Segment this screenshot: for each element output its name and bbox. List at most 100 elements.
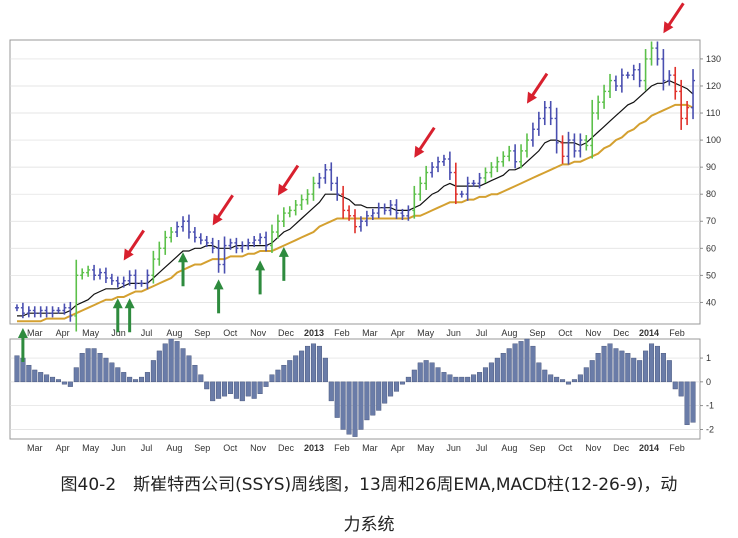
macd-histogram-bar bbox=[67, 381, 73, 387]
price-bar bbox=[347, 205, 352, 221]
macd-x-tick-label: Feb bbox=[334, 443, 350, 453]
price-bar bbox=[222, 236, 227, 274]
macd-histogram-bar bbox=[103, 357, 109, 383]
macd-histogram-bar bbox=[405, 376, 411, 383]
macd-histogram-bar bbox=[251, 381, 257, 399]
price-bar bbox=[97, 268, 102, 280]
buy-signal-arrow bbox=[112, 298, 123, 333]
price-bar bbox=[275, 214, 280, 239]
price-bar bbox=[14, 304, 19, 312]
macd-x-tick-label: Aug bbox=[501, 443, 517, 453]
macd-histogram-bar bbox=[518, 341, 524, 383]
price-bar bbox=[536, 111, 541, 136]
macd-x-tick-label: Oct bbox=[558, 443, 573, 453]
red-arrow-shaft bbox=[529, 72, 549, 99]
sell-signal-arrow bbox=[212, 194, 234, 226]
macd-histogram-bar bbox=[382, 381, 388, 404]
price-bar bbox=[655, 41, 660, 66]
red-arrow-head bbox=[414, 145, 425, 158]
price-bar bbox=[631, 64, 636, 81]
macd-histogram-bar bbox=[26, 364, 32, 383]
macd-histogram-bar bbox=[168, 338, 174, 383]
red-arrow-shaft bbox=[666, 2, 685, 29]
macd-histogram-bar bbox=[542, 369, 548, 383]
macd-histogram-bar bbox=[649, 343, 655, 383]
buy-signal-arrow bbox=[17, 328, 28, 362]
sell-signal-arrow bbox=[663, 2, 685, 34]
macd-histogram-bar bbox=[334, 381, 340, 418]
macd-histogram-bar bbox=[583, 367, 589, 383]
macd-histogram-bar bbox=[85, 348, 91, 383]
sell-signal-arrow bbox=[414, 126, 436, 158]
price-x-tick-label: Feb bbox=[669, 328, 685, 338]
macd-x-tick-label: Sep bbox=[194, 443, 210, 453]
price-bar bbox=[548, 100, 553, 126]
price-bar bbox=[252, 235, 257, 248]
price-bar bbox=[584, 135, 589, 151]
macd-y-axis: 1 0 -1 -2 bbox=[700, 353, 714, 434]
macd-histogram-bar bbox=[465, 376, 471, 383]
red-arrow-shaft bbox=[417, 126, 436, 153]
price-x-tick-label: Mar bbox=[362, 328, 378, 338]
macd-histogram-bar bbox=[227, 381, 233, 394]
price-bar bbox=[477, 172, 482, 189]
price-x-tick-label: Jul bbox=[476, 328, 488, 338]
macd-histogram-bar bbox=[601, 345, 607, 383]
macd-histogram-bar bbox=[500, 353, 506, 383]
macd-histogram-bar bbox=[654, 345, 660, 383]
macd-histogram-bar bbox=[156, 350, 162, 383]
price-bar bbox=[459, 190, 464, 198]
macd-histogram-bar bbox=[127, 376, 133, 383]
price-bar bbox=[151, 250, 156, 284]
macd-histogram-bar bbox=[14, 355, 20, 383]
price-bar bbox=[619, 68, 624, 93]
price-bar bbox=[453, 162, 458, 205]
price-bar bbox=[169, 227, 174, 243]
macd-histogram-bar bbox=[310, 343, 316, 383]
sell-signal-arrow bbox=[526, 72, 549, 104]
macd-histogram-bar bbox=[275, 369, 281, 383]
price-bar bbox=[335, 176, 340, 201]
price-bar bbox=[436, 156, 441, 173]
macd-histogram-bar bbox=[548, 374, 554, 383]
price-bar bbox=[50, 306, 55, 318]
price-y-tick-label: 70 bbox=[706, 216, 716, 226]
red-arrow-head bbox=[277, 183, 288, 196]
price-bar bbox=[329, 162, 334, 191]
macd-histogram-bar bbox=[536, 362, 542, 383]
macd-y-tick-label: 0 bbox=[706, 377, 711, 387]
price-bar bbox=[489, 162, 494, 178]
price-bar bbox=[56, 307, 61, 314]
price-bar bbox=[406, 205, 411, 221]
price-bar bbox=[186, 214, 191, 239]
macd-histogram-bar bbox=[506, 348, 512, 383]
price-bar bbox=[198, 233, 203, 245]
macd-histogram-bar bbox=[423, 360, 429, 383]
price-y-tick-label: 50 bbox=[706, 270, 716, 280]
macd-x-tick-label: Jul bbox=[476, 443, 488, 453]
macd-histogram-bar bbox=[370, 381, 376, 416]
price-bar bbox=[62, 303, 67, 315]
price-bar bbox=[323, 164, 328, 184]
green-arrow-head bbox=[213, 279, 224, 290]
price-bar bbox=[679, 79, 684, 130]
price-bar bbox=[495, 156, 500, 173]
price-bar bbox=[483, 167, 488, 183]
price-bar bbox=[240, 241, 245, 253]
price-x-tick-label: Dec bbox=[278, 328, 295, 338]
price-bar bbox=[661, 49, 666, 91]
red-arrow-head bbox=[663, 21, 674, 34]
price-bar bbox=[376, 202, 381, 219]
buy-signal-arrow bbox=[278, 246, 289, 281]
red-arrow-shaft bbox=[126, 229, 145, 256]
macd-histogram-bar bbox=[222, 381, 228, 397]
macd-histogram-bar bbox=[316, 345, 322, 383]
macd-x-tick-label: Mar bbox=[362, 443, 378, 453]
macd-histogram-bar bbox=[216, 381, 222, 399]
macd-x-tick-label: Jul bbox=[141, 443, 153, 453]
macd-x-tick-label: Dec bbox=[278, 443, 295, 453]
price-bar bbox=[353, 209, 357, 234]
green-arrow-head bbox=[112, 298, 123, 309]
price-bar bbox=[133, 269, 138, 290]
